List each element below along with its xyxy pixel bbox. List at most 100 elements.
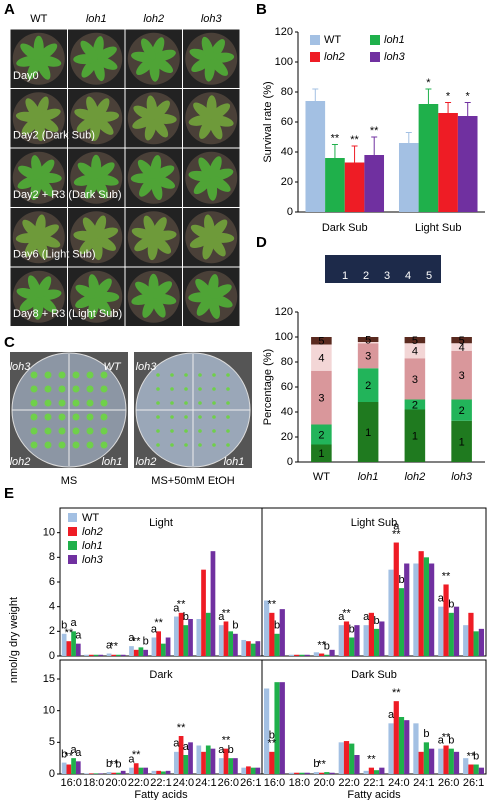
y-tick-label: 10 xyxy=(43,527,55,539)
x-tick-label: 24:1 xyxy=(413,777,434,789)
leaf xyxy=(84,176,99,199)
bar-segment xyxy=(311,370,332,425)
bar xyxy=(429,748,435,774)
annotation: b xyxy=(324,641,330,653)
annotation: b xyxy=(183,611,189,623)
bar xyxy=(161,771,166,774)
leaf xyxy=(95,235,117,251)
y-tick-label: 10 xyxy=(43,705,55,717)
seedling xyxy=(170,415,174,419)
leaf xyxy=(27,57,41,80)
bar xyxy=(363,770,369,774)
bar xyxy=(457,116,478,212)
annotation: ** xyxy=(132,636,141,648)
annotation: a xyxy=(128,632,135,644)
bar xyxy=(228,758,234,774)
bar xyxy=(133,649,139,656)
bar-segment xyxy=(404,358,426,400)
seedling xyxy=(72,385,80,393)
bar xyxy=(241,767,247,774)
annotation: ** xyxy=(65,750,74,762)
bar xyxy=(423,557,430,656)
plate-caption: MS+50mM EtOH xyxy=(151,475,234,487)
bar-segment xyxy=(357,402,379,462)
bar xyxy=(246,766,251,774)
y-tick-label: 0 xyxy=(49,650,55,662)
annotation: ** xyxy=(268,738,277,750)
annotation: ** xyxy=(467,750,476,762)
seedling xyxy=(100,441,108,449)
seedling xyxy=(72,399,80,407)
y-axis-label: Survival rate (%) xyxy=(262,81,274,162)
annotation: b xyxy=(232,620,238,632)
annotation: ** xyxy=(132,749,141,761)
annotation: ** xyxy=(65,627,74,639)
annotation: ** xyxy=(317,639,326,651)
annotation: b xyxy=(313,758,319,770)
annotation: b xyxy=(61,749,67,761)
photo xyxy=(325,255,441,283)
annotation: a xyxy=(75,630,82,642)
bar xyxy=(120,770,126,774)
bar xyxy=(116,772,121,774)
leaf xyxy=(35,214,46,239)
seedling xyxy=(156,443,160,447)
bar xyxy=(250,767,256,774)
seedling xyxy=(58,371,66,379)
seedling xyxy=(100,399,108,407)
y-tick-label: 15 xyxy=(43,673,55,685)
bar xyxy=(398,588,405,656)
seedling xyxy=(100,427,108,435)
annotation: ** xyxy=(392,687,401,699)
seedling xyxy=(212,429,216,433)
annotation: ** xyxy=(222,735,231,747)
y-tick-label: 80 xyxy=(281,356,293,368)
legend-swatch xyxy=(310,35,320,45)
legend-swatch xyxy=(68,555,77,564)
bar xyxy=(478,628,485,656)
bar-segment xyxy=(404,343,426,359)
seedling xyxy=(170,373,174,377)
segment-label: 4 xyxy=(459,342,465,354)
bar-segment xyxy=(311,444,332,462)
bar xyxy=(138,767,144,774)
annotation: a xyxy=(218,744,225,756)
seedling xyxy=(170,429,174,433)
bar xyxy=(379,767,385,774)
bar xyxy=(98,654,104,656)
segment-label: 5 xyxy=(412,335,418,347)
bar xyxy=(93,654,99,656)
annotation: b xyxy=(143,636,149,648)
bar xyxy=(269,751,275,774)
bar-segment xyxy=(357,343,379,369)
leaf xyxy=(86,96,99,120)
seedling xyxy=(156,429,160,433)
bar xyxy=(151,770,157,774)
bar xyxy=(233,633,238,656)
column-label: loh3 xyxy=(201,13,223,25)
x-axis-label: Fatty acids xyxy=(134,789,188,800)
bar xyxy=(294,772,300,774)
annotation: b xyxy=(274,620,280,632)
annotation: b xyxy=(374,615,380,627)
seedling xyxy=(44,427,52,435)
seedling xyxy=(100,413,108,421)
seedling xyxy=(184,401,188,405)
bar xyxy=(388,723,394,774)
bar xyxy=(223,621,229,656)
legend-swatch xyxy=(68,541,77,550)
x-tick-label: Light Sub xyxy=(415,222,461,234)
segment-label: 3 xyxy=(412,374,418,386)
stage-label: 1 xyxy=(342,270,348,282)
seedling xyxy=(86,413,94,421)
bar xyxy=(413,723,419,774)
y-tick-label: 20 xyxy=(281,176,293,188)
seedling xyxy=(44,413,52,421)
bar xyxy=(106,653,112,656)
seedling xyxy=(30,371,38,379)
y-tick-label: 2 xyxy=(49,625,55,637)
leaf xyxy=(152,281,173,299)
seedling xyxy=(184,373,188,377)
bar xyxy=(98,773,104,774)
bar xyxy=(473,631,479,656)
